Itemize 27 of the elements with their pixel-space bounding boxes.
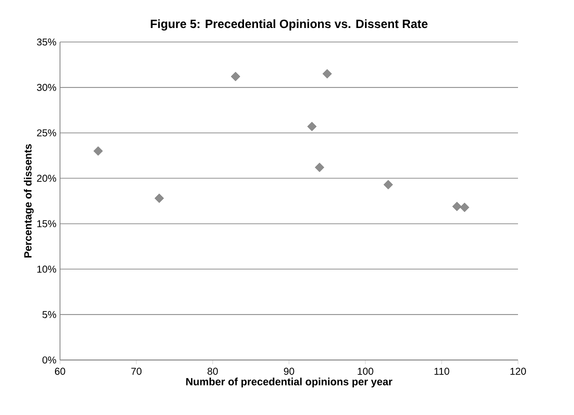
point (154, 194, 164, 203)
x-axis-title: Number of precedential opinions per year (186, 378, 392, 388)
x-tick-label: 90 (284, 368, 294, 375)
x-tick-label: 110 (434, 368, 450, 375)
y-axis-title: Percentage of dissents (24, 144, 34, 258)
x-tick-label: 70 (131, 368, 142, 375)
y-tick-label: 15% (37, 220, 56, 228)
y-tick-label: 0% (42, 356, 56, 364)
point (452, 202, 462, 212)
y-tick-label: 10% (37, 266, 56, 273)
point (322, 69, 332, 78)
y-tick-label: 25% (37, 129, 56, 136)
y-tick-label: 30% (36, 84, 56, 91)
point (460, 202, 470, 212)
y-tick-label: 5% (42, 311, 56, 318)
chart-title: Figure 5: Precedential Opinions vs. Dissent Rate (150, 19, 428, 31)
point (307, 122, 317, 132)
point (230, 72, 240, 82)
y-tick-label: 35% (36, 38, 56, 46)
x-tick-label: 60 (54, 368, 66, 375)
point (314, 162, 324, 172)
y-tick-label: 20% (37, 174, 56, 182)
point (93, 146, 103, 156)
x-tick-label: 80 (208, 368, 218, 375)
x-tick-label: 100 (358, 368, 374, 375)
point (384, 180, 393, 190)
x-tick-label: 120 (510, 368, 526, 375)
